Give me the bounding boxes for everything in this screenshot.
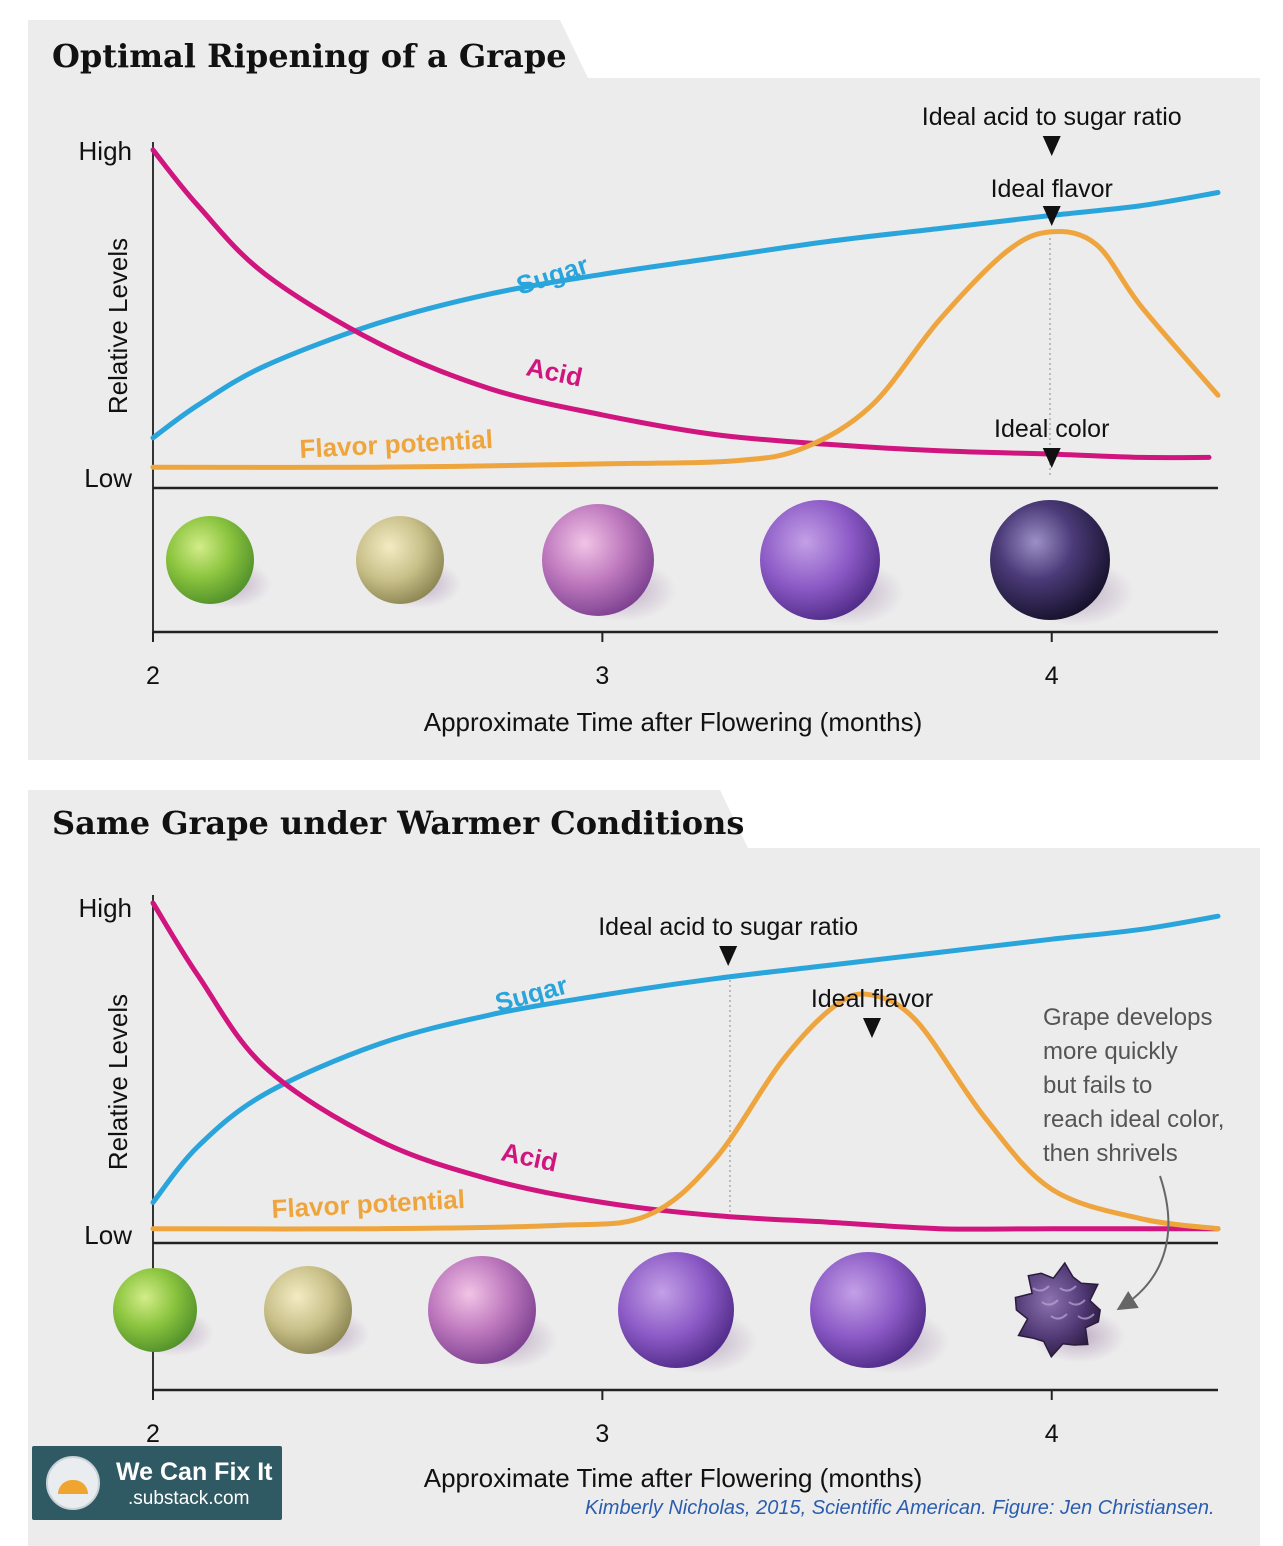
grape-wrinkle xyxy=(1032,1285,1050,1292)
grape-purple xyxy=(760,500,880,620)
annotation-arrow-curved xyxy=(1116,1175,1170,1311)
grape-wrinkle xyxy=(1050,1313,1068,1320)
grape-pink xyxy=(542,504,654,616)
annotation-label: Ideal flavor xyxy=(991,175,1113,203)
brand-logo xyxy=(46,1456,100,1510)
series-line-flavor-potential xyxy=(150,229,1221,470)
x-axis-label: Approximate Time after Flowering (months… xyxy=(424,707,923,737)
x-tick-label: 2 xyxy=(146,1420,160,1448)
x-tick-label: 3 xyxy=(595,662,609,690)
panel-background xyxy=(28,20,1260,760)
grape-purple xyxy=(810,1252,926,1368)
chart-panel-2: Same Grape under Warmer Conditions High Lo… xyxy=(28,790,1260,1546)
series-line-sugar xyxy=(150,913,1221,1205)
source-credit: Kimberly Nicholas, 2015, Scientific Amer… xyxy=(585,1497,1215,1519)
annotation-label: Ideal color xyxy=(994,415,1109,443)
annotation-arrow xyxy=(862,1018,881,1038)
grape-green xyxy=(166,516,254,604)
annotation-arrow xyxy=(1042,136,1061,156)
x-tick-label: 4 xyxy=(1045,1420,1059,1448)
panel-background xyxy=(28,790,1260,1546)
annotation-arrow xyxy=(1042,448,1061,468)
series-line-acid xyxy=(150,900,1221,1232)
annotation-arrow xyxy=(719,946,738,966)
brand-badge[interactable]: We Can Fix It .substack.com xyxy=(32,1446,282,1520)
series-line-flavor-potential xyxy=(150,991,1221,1232)
grape-wrinkle xyxy=(1041,1299,1059,1306)
grape-wrinkle xyxy=(1068,1299,1086,1306)
annotation-label: Ideal acid to sugar ratio xyxy=(598,913,858,941)
annotation-label: Ideal acid to sugar ratio xyxy=(922,103,1182,131)
annotation-label: Ideal flavor xyxy=(811,985,933,1013)
annotation-arrow xyxy=(1042,206,1061,226)
chart-panel-1: Optimal Ripening of a Grape High Low Relati… xyxy=(28,20,1260,760)
y-tick-label: High xyxy=(79,136,132,166)
x-tick-label: 2 xyxy=(146,662,160,690)
grape-purple xyxy=(618,1252,734,1368)
y-tick-label: Low xyxy=(84,1220,132,1250)
brand-domain: .substack.com xyxy=(128,1488,250,1509)
y-tick-label: High xyxy=(79,893,132,923)
brand-name: We Can Fix It xyxy=(116,1458,273,1486)
annotation-note: Grape develops more quickly but fails to re… xyxy=(1043,1004,1224,1167)
chart-title: Optimal Ripening of a Grape xyxy=(52,37,567,75)
grape-golden xyxy=(356,516,444,604)
chart-title: Same Grape under Warmer Conditions xyxy=(52,804,744,842)
grape-wrinkle xyxy=(1077,1313,1095,1320)
x-tick-label: 3 xyxy=(595,1420,609,1448)
grape-pink xyxy=(428,1256,536,1364)
grape-green xyxy=(113,1268,197,1352)
grape-dark xyxy=(990,500,1110,620)
x-tick-label: 4 xyxy=(1045,662,1059,690)
y-axis-label: Relative Levels xyxy=(103,238,133,414)
grape-golden xyxy=(264,1266,352,1354)
grape-wrinkle xyxy=(1059,1285,1077,1292)
y-axis-label: Relative Levels xyxy=(103,994,133,1170)
x-axis-label: Approximate Time after Flowering (months… xyxy=(424,1463,923,1493)
grape-shriveled xyxy=(1014,1261,1102,1359)
y-tick-label: Low xyxy=(84,463,132,493)
